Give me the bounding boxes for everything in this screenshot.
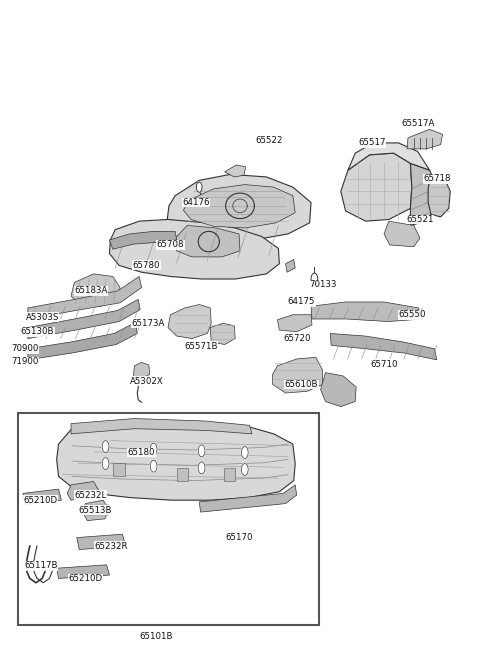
Polygon shape — [384, 221, 420, 247]
Text: 70900: 70900 — [11, 345, 39, 353]
Text: 64176: 64176 — [182, 198, 210, 207]
Bar — [18, 413, 319, 626]
Polygon shape — [23, 345, 30, 352]
Text: 65210D: 65210D — [68, 574, 103, 583]
Text: 65232L: 65232L — [74, 491, 107, 500]
Text: 65170: 65170 — [225, 533, 253, 542]
Text: 65718: 65718 — [423, 174, 451, 183]
Polygon shape — [83, 500, 109, 521]
Polygon shape — [428, 180, 450, 217]
Polygon shape — [67, 481, 98, 500]
Text: 65101B: 65101B — [139, 632, 173, 641]
Text: 65513B: 65513B — [78, 506, 112, 515]
Circle shape — [241, 447, 248, 458]
Polygon shape — [113, 462, 125, 476]
Text: 65780: 65780 — [132, 261, 160, 270]
Polygon shape — [321, 373, 356, 407]
Polygon shape — [71, 419, 252, 434]
Text: 65117B: 65117B — [24, 561, 58, 571]
Polygon shape — [224, 468, 235, 481]
Text: 65720: 65720 — [283, 334, 311, 343]
Polygon shape — [410, 163, 438, 225]
Text: 65710: 65710 — [370, 360, 398, 369]
Polygon shape — [133, 362, 150, 379]
Polygon shape — [175, 225, 240, 257]
Polygon shape — [57, 421, 295, 500]
Polygon shape — [199, 485, 297, 512]
Polygon shape — [168, 305, 211, 339]
Circle shape — [102, 441, 109, 453]
Text: 65610B: 65610B — [285, 380, 318, 389]
Polygon shape — [109, 219, 279, 279]
Text: 65708: 65708 — [156, 240, 184, 250]
Text: 65180: 65180 — [128, 448, 156, 457]
Circle shape — [196, 182, 202, 193]
Polygon shape — [183, 185, 295, 228]
Text: 65522: 65522 — [255, 136, 283, 145]
Polygon shape — [210, 324, 235, 345]
Polygon shape — [286, 259, 295, 272]
Circle shape — [198, 445, 205, 457]
Text: 65571B: 65571B — [184, 342, 217, 350]
Polygon shape — [28, 322, 137, 360]
Circle shape — [150, 443, 157, 455]
Polygon shape — [311, 302, 422, 322]
Text: 65521: 65521 — [406, 215, 434, 224]
Text: 71900: 71900 — [11, 357, 39, 366]
Polygon shape — [109, 231, 177, 250]
Polygon shape — [341, 153, 412, 221]
Polygon shape — [71, 274, 120, 307]
Polygon shape — [77, 534, 126, 550]
Polygon shape — [330, 333, 437, 360]
Text: 65173A: 65173A — [131, 319, 165, 328]
Text: 70133: 70133 — [309, 280, 336, 290]
Polygon shape — [225, 165, 246, 177]
Polygon shape — [28, 276, 142, 319]
Text: 65550: 65550 — [398, 310, 426, 319]
Text: 64175: 64175 — [288, 297, 315, 307]
Polygon shape — [57, 565, 109, 578]
Polygon shape — [28, 299, 140, 339]
Circle shape — [198, 462, 205, 474]
Polygon shape — [277, 315, 312, 331]
Circle shape — [150, 460, 157, 472]
Polygon shape — [348, 143, 430, 170]
Circle shape — [241, 464, 248, 476]
Text: 65232R: 65232R — [95, 542, 128, 551]
Text: 65130B: 65130B — [21, 328, 54, 336]
Text: 65210D: 65210D — [24, 496, 58, 505]
Text: A5303S: A5303S — [25, 313, 59, 322]
Text: A5302X: A5302X — [130, 377, 163, 386]
Polygon shape — [177, 468, 188, 481]
Text: 65517A: 65517A — [401, 119, 434, 128]
Polygon shape — [23, 489, 61, 504]
Text: 65183A: 65183A — [74, 286, 108, 295]
Polygon shape — [273, 357, 323, 393]
Circle shape — [102, 458, 109, 470]
Polygon shape — [407, 129, 443, 149]
Text: 65517: 65517 — [358, 138, 386, 147]
Polygon shape — [167, 174, 311, 240]
Circle shape — [311, 273, 318, 285]
